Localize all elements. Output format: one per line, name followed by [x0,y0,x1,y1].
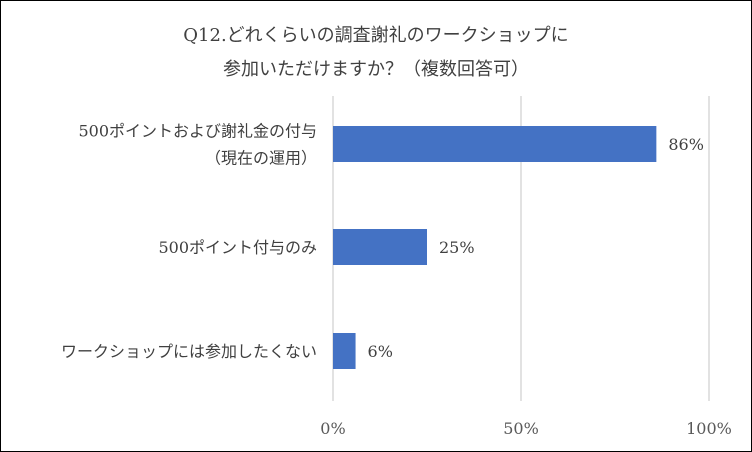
category-label: ワークショップには参加したくない [61,342,317,361]
x-tick-labels: 0% 50% 100% [320,419,732,438]
chart-title-line: 参加いただけますか？（複数回答可） [223,59,529,80]
category-label: （現在の運用） [205,149,317,168]
category-labels: 500ポイントおよび謝礼金の付与 （現在の運用） 500ポイント付与のみワークショッ… [61,122,317,362]
category-label: 500ポイント付与のみ [158,238,317,257]
data-label: 25% [439,238,475,257]
bar [333,333,356,369]
bar [333,229,427,265]
bar [333,126,657,162]
data-label: 86% [668,135,704,154]
chart-title-line: Q12.どれくらいの調査謝礼のワークショップに [183,25,568,46]
x-tick-label: 100% [686,419,732,438]
data-labels: 86% 25% 6% [368,135,704,361]
x-tick-label: 0% [320,419,345,438]
category-label: 500ポイントおよび謝礼金の付与 [78,122,317,141]
data-label: 6% [368,342,393,361]
x-tick-label: 50% [503,419,539,438]
bars [333,126,657,369]
